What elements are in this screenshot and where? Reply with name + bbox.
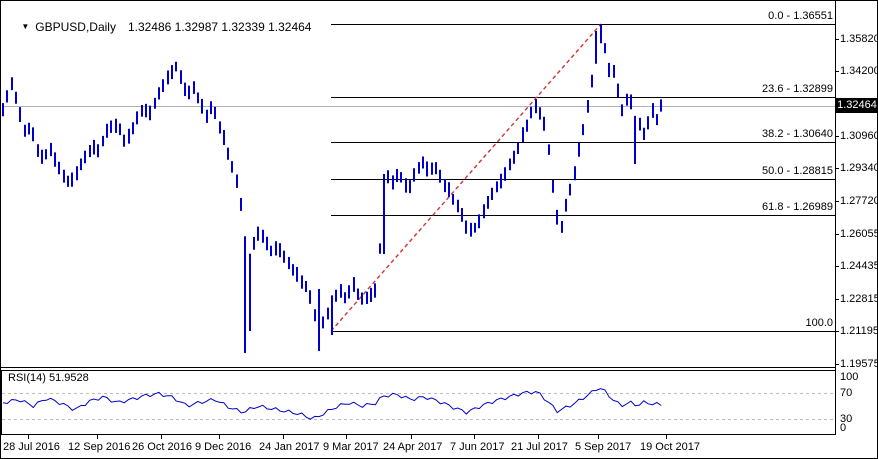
rsi-line	[2, 388, 662, 420]
ohlc-values: 1.32486 1.32987 1.32339 1.32464	[127, 20, 312, 34]
chart-header: ▼ GBPUSD,Daily 1.32486 1.32987 1.32339 1.3…	[8, 6, 311, 48]
fib-trendline[interactable]	[330, 23, 602, 332]
symbol-timeframe-label: GBPUSD,Daily	[35, 20, 116, 34]
rsi-indicator-label: RSI(14) 51.9528	[8, 372, 89, 384]
current-price-box: 1.32464	[836, 98, 877, 113]
symbol-dropdown-icon[interactable]: ▼	[21, 22, 30, 31]
rsi-pane-border	[1, 370, 836, 435]
price-bars	[2, 24, 662, 353]
